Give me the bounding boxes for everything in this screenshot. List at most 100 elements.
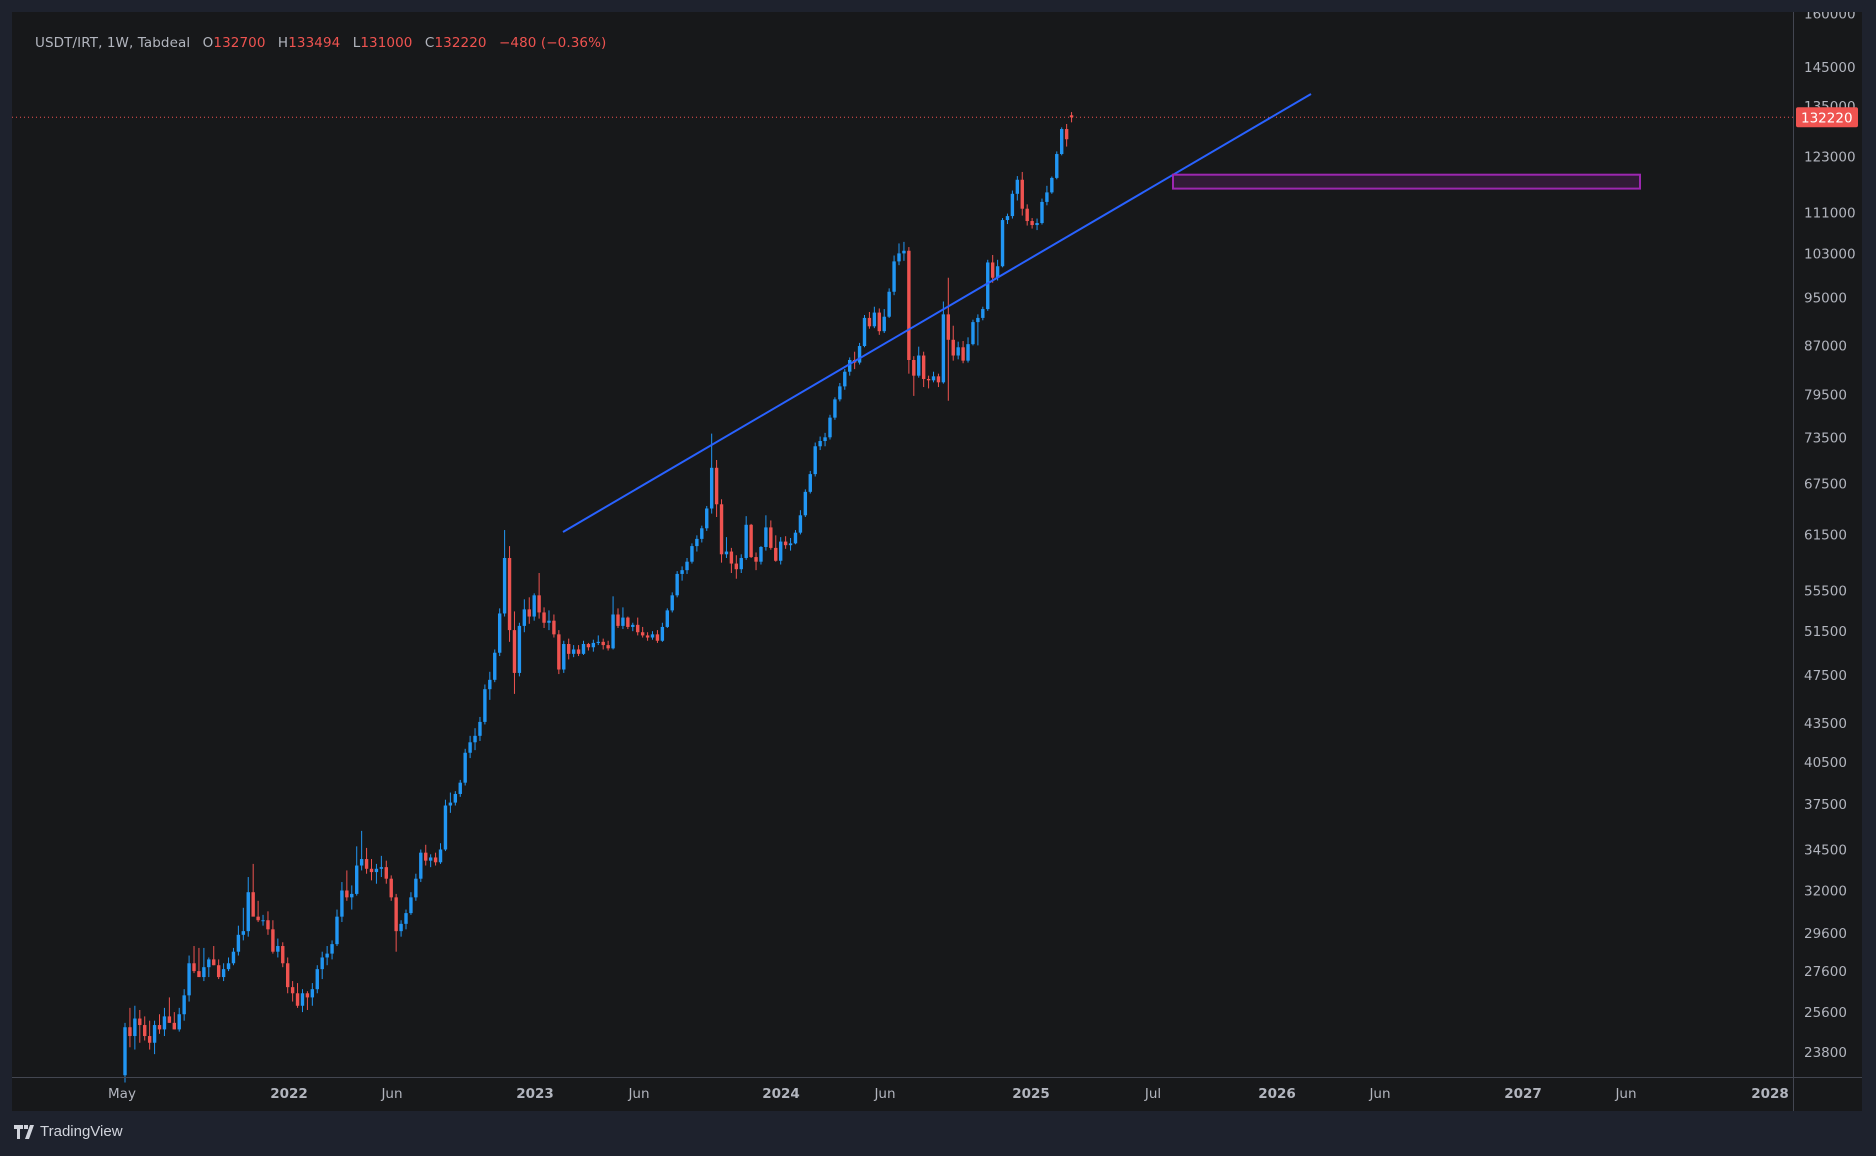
price-tick-label: 37500 (1804, 797, 1847, 813)
candle (946, 277, 951, 401)
candle (1005, 213, 1010, 225)
candle (843, 369, 847, 390)
price-tick-label: 145000 (1804, 60, 1856, 76)
price-tick-label: 47500 (1804, 668, 1847, 684)
time-tick-label: Jun (873, 1086, 895, 1102)
candle (759, 546, 763, 565)
candle (887, 288, 891, 318)
candle (650, 631, 655, 640)
candle (128, 1007, 132, 1048)
candle (626, 616, 630, 630)
candle (212, 946, 216, 966)
candle (921, 351, 926, 388)
candle (1020, 171, 1024, 216)
candle (285, 957, 290, 994)
price-tick-label: 160000 (1804, 12, 1856, 22)
candle (956, 341, 960, 360)
candle (167, 997, 172, 1023)
candle (266, 911, 270, 935)
candle (764, 515, 768, 551)
candle (345, 870, 349, 901)
chart-panel[interactable]: 160000 145000 135000 123000 111000 103000 9500… (12, 12, 1862, 1111)
current-price-label: 132220 (1801, 110, 1853, 126)
candle (793, 530, 798, 545)
candle (276, 938, 280, 958)
candle (335, 909, 339, 947)
candle (133, 1005, 137, 1050)
candle (182, 989, 186, 1021)
candle (310, 983, 315, 1006)
candle (655, 630, 660, 643)
candle (660, 622, 665, 642)
time-tick-label: 2023 (516, 1086, 554, 1102)
candle (636, 617, 640, 636)
candle (414, 873, 418, 901)
candle (547, 610, 551, 631)
time-axis[interactable]: May 2022 Jun 2023 Jun 2024 Jun 2025 Jul 2026 Jun 20… (108, 1086, 1789, 1102)
price-tick-label: 61500 (1804, 527, 1847, 543)
candle (226, 957, 231, 972)
candle (478, 716, 482, 741)
candle (359, 830, 364, 871)
candles-layer (123, 112, 1074, 1083)
close-value: 132220 (434, 35, 487, 51)
candle (907, 247, 911, 374)
candle (823, 432, 827, 447)
candle (872, 306, 877, 329)
candle (256, 900, 260, 923)
time-tick-label: Jul (1144, 1086, 1161, 1102)
high-label: H (277, 35, 289, 51)
candle (897, 243, 901, 266)
candle (428, 854, 433, 868)
candle (714, 460, 719, 518)
candle (231, 947, 236, 966)
candle (1060, 127, 1064, 156)
time-tick-label: May (108, 1086, 136, 1102)
candle (369, 859, 374, 881)
candle (1000, 218, 1005, 268)
candle (187, 955, 191, 1002)
price-tick-label: 43500 (1804, 716, 1847, 732)
candle (611, 596, 615, 650)
candle (581, 640, 586, 655)
candle (399, 920, 403, 937)
candle (325, 946, 329, 966)
price-axis[interactable]: 1600001450001350001230001110001030009500… (1804, 12, 1856, 1061)
candle (527, 597, 531, 624)
candle (971, 319, 975, 346)
candle (700, 525, 704, 543)
candle (152, 1020, 157, 1055)
candle (261, 914, 265, 926)
candle (912, 356, 916, 396)
time-tick-label: 2028 (1751, 1086, 1789, 1102)
trendline-drawing[interactable] (562, 93, 1312, 533)
candle (808, 470, 812, 494)
candle (197, 947, 201, 978)
zone-rectangle-drawing[interactable] (1172, 173, 1641, 190)
candle (409, 892, 413, 915)
candle (1064, 124, 1069, 147)
time-tick-label: 2026 (1258, 1086, 1296, 1102)
candle (1010, 190, 1015, 219)
candle (769, 520, 773, 550)
candle (828, 414, 832, 440)
candle (586, 642, 591, 651)
price-tick-label: 51500 (1804, 624, 1847, 640)
candle (433, 852, 438, 866)
time-tick-label: Jun (1614, 1086, 1636, 1102)
candle (961, 341, 965, 364)
candle (389, 875, 393, 901)
candle (754, 552, 758, 571)
candle (552, 614, 556, 638)
candle (315, 965, 319, 994)
candle (803, 489, 808, 518)
high-value: 133494 (288, 35, 341, 51)
candle (966, 337, 970, 363)
candle (221, 963, 226, 982)
candle (1069, 112, 1074, 123)
candlestick-chart[interactable]: 1600001450001350001230001110001030009500… (12, 12, 1862, 1111)
tradingview-branding[interactable]: TradingView (14, 1123, 123, 1140)
candle (917, 346, 921, 378)
price-tick-label: 32000 (1804, 883, 1847, 899)
candle (567, 638, 571, 660)
